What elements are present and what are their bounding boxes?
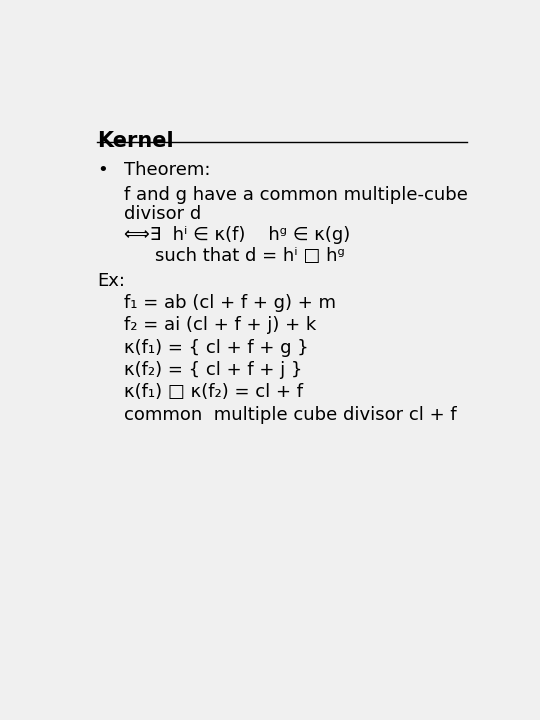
Text: divisor d: divisor d	[124, 205, 201, 223]
Text: f₁ = ab (cl + f + g) + m: f₁ = ab (cl + f + g) + m	[124, 294, 336, 312]
Text: Ex:: Ex:	[97, 272, 125, 290]
Text: f and g have a common multiple-cube: f and g have a common multiple-cube	[124, 186, 468, 204]
Text: Theorem:: Theorem:	[124, 161, 211, 179]
Text: κ(f₂) = { cl + f + j }: κ(f₂) = { cl + f + j }	[124, 361, 302, 379]
Text: common  multiple cube divisor cl + f: common multiple cube divisor cl + f	[124, 406, 457, 424]
Text: κ(f₁) □ κ(f₂) = cl + f: κ(f₁) □ κ(f₂) = cl + f	[124, 383, 303, 401]
Text: •: •	[97, 161, 107, 179]
Text: ⟺∃  hⁱ ∈ κ(f)    hᵍ ∈ κ(g): ⟺∃ hⁱ ∈ κ(f) hᵍ ∈ κ(g)	[124, 226, 350, 244]
Text: f₂ = ai (cl + f + j) + k: f₂ = ai (cl + f + j) + k	[124, 317, 316, 335]
Text: Kernel: Kernel	[97, 131, 173, 150]
Text: κ(f₁) = { cl + f + g }: κ(f₁) = { cl + f + g }	[124, 338, 309, 356]
Text: such that d = hⁱ □ hᵍ: such that d = hⁱ □ hᵍ	[156, 247, 345, 265]
